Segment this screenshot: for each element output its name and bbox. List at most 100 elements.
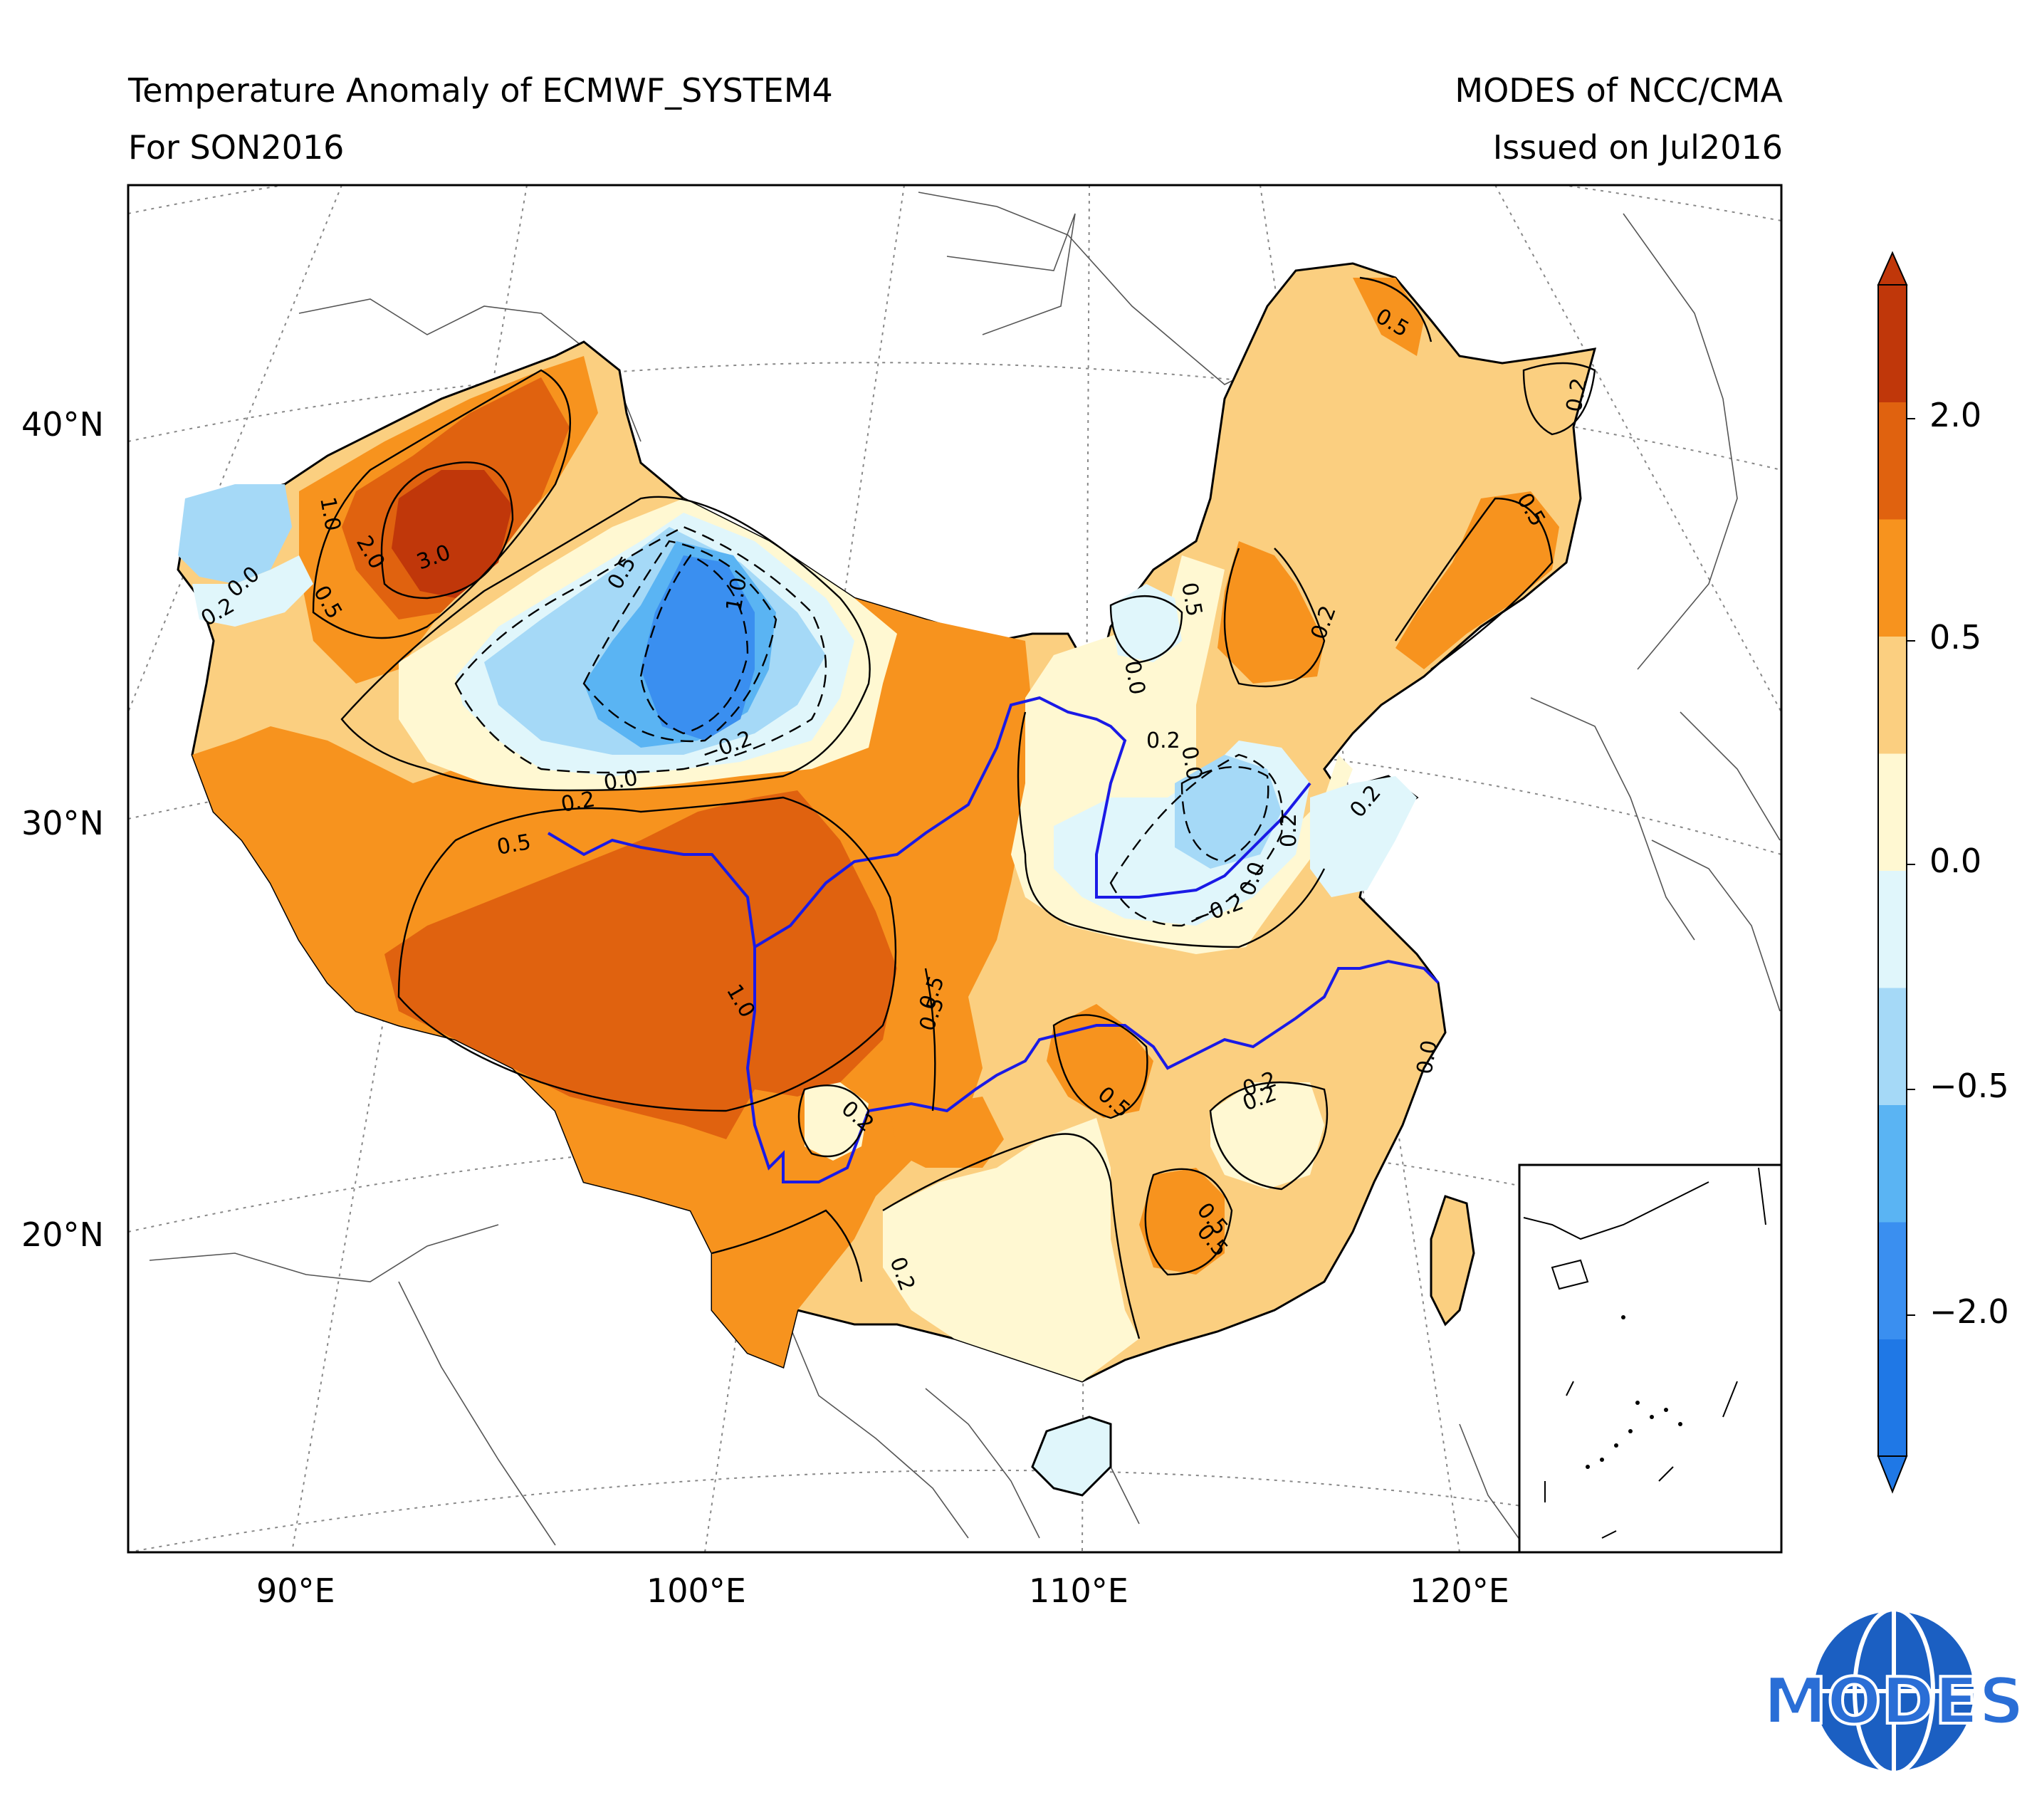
inset-island xyxy=(1628,1429,1633,1433)
shade-guangxi-orange xyxy=(1139,1168,1225,1275)
inset-island xyxy=(1621,1315,1625,1319)
colorbar-frame xyxy=(1877,284,1907,1457)
contour-2-0 xyxy=(312,369,572,639)
contour-neg-0-5-hebei xyxy=(1180,765,1269,863)
colorbar-bottom-arrow xyxy=(1877,1455,1908,1494)
shade-west-cold-blue-4 xyxy=(641,555,755,741)
shade-shandong-pale xyxy=(1310,776,1417,897)
shade-ne-orange xyxy=(1217,541,1324,684)
contour-neg-1-0-west xyxy=(639,554,749,735)
shade-far-west-pale xyxy=(192,555,313,627)
contour-label: 0.2 xyxy=(1277,813,1301,847)
colorbar-label-neg-0-5: −0.5 xyxy=(1929,1067,2009,1105)
colorbar-band xyxy=(1878,285,1907,402)
inset-island xyxy=(1664,1408,1668,1412)
colorbar-label-0-5: 0.5 xyxy=(1929,618,1982,657)
yangtze-river xyxy=(745,947,1440,1183)
map-title: Temperature Anomaly of ECMWF_SYSTEM4 xyxy=(128,71,833,110)
lon-label-100e: 100°E xyxy=(646,1571,746,1610)
colorbar-band xyxy=(1878,1339,1907,1457)
contour-0-2-south xyxy=(882,1133,1141,1339)
modes-logo: MODES xyxy=(1761,1607,2026,1775)
contour-0-5-chongqing xyxy=(924,968,936,1112)
inset-coastline xyxy=(1523,1181,1709,1240)
lon-label-90e: 90°E xyxy=(256,1571,335,1610)
lat-label-20n: 20°N xyxy=(21,1215,104,1254)
graticule-lon-80e xyxy=(128,185,342,713)
contour-label: 0.0 xyxy=(1412,1038,1442,1076)
colorbar xyxy=(1877,251,1915,1494)
contour-0-5-ne xyxy=(1223,548,1326,688)
shade-ne-east xyxy=(1395,491,1559,669)
contour-0-2-jiangxi xyxy=(1209,1081,1329,1191)
shade-hebei-cold-blue xyxy=(1175,755,1282,869)
contour-neg-0-5-west xyxy=(582,540,777,743)
contour-label: 0.5 xyxy=(1176,580,1207,618)
shade-guizhou-orange xyxy=(890,1097,1004,1168)
border-japan-sea xyxy=(1680,711,1781,841)
shade-sichuan-pale xyxy=(805,1082,869,1161)
colorbar-band xyxy=(1878,870,1907,988)
border-korea xyxy=(1530,697,1695,941)
contour-label: 0.0 xyxy=(1119,659,1150,696)
contour-lines xyxy=(312,276,1596,1339)
contour-lines-negative xyxy=(454,525,1284,927)
contour-3-0 xyxy=(380,461,514,600)
hainan-island xyxy=(1031,1416,1112,1497)
inset-dash-2 xyxy=(1658,1466,1674,1482)
inset-islands xyxy=(1586,1315,1682,1469)
inset-island xyxy=(1600,1458,1604,1462)
contour-label: 0.0 xyxy=(1176,744,1207,782)
inset-island xyxy=(1678,1422,1682,1426)
lon-label-120e: 120°E xyxy=(1410,1571,1509,1610)
inset-island xyxy=(1586,1465,1590,1469)
shade-south-pale xyxy=(883,1118,1139,1381)
inset-dash-5 xyxy=(1601,1530,1617,1539)
colorbar-top-arrow xyxy=(1877,251,1908,286)
border-india-east xyxy=(398,1281,556,1546)
lon-label-110e: 110°E xyxy=(1029,1571,1128,1610)
map-issue-date: Issued on Jul2016 xyxy=(1492,128,1783,167)
contour-neg-0-2-west xyxy=(454,525,827,774)
shade-xinjiang-max xyxy=(392,470,513,598)
inset-taiwan xyxy=(1758,1167,1766,1225)
border-myanmar xyxy=(782,1309,969,1539)
colorbar-band xyxy=(1878,988,1907,1105)
contour-label: 0.2 xyxy=(559,787,597,817)
colorbar-band xyxy=(1878,519,1907,637)
inset-island xyxy=(1614,1443,1618,1448)
inset-south-china-sea xyxy=(1518,1163,1783,1554)
contour-0-5-hunan xyxy=(1052,1014,1148,1119)
contour-label: 0.5 xyxy=(495,830,533,860)
map-subtitle-season: For SON2016 xyxy=(128,128,345,167)
logo-text: MODES xyxy=(1763,1664,2024,1739)
contour-0-2-sichuan xyxy=(797,1084,870,1158)
colorbar-band xyxy=(1878,402,1907,520)
contour-0-0-nm xyxy=(1109,595,1183,664)
border-india xyxy=(149,1224,499,1282)
contour-neg-0-2-hebei xyxy=(1109,753,1284,927)
graticule-lon-130e xyxy=(1494,185,1781,713)
colorbar-band xyxy=(1878,1222,1907,1339)
shade-far-west-blue xyxy=(178,484,292,584)
contour-label: 0.2 xyxy=(1561,376,1592,414)
contour-0-5-ne-east xyxy=(1395,497,1554,670)
contour-0-2-central xyxy=(1017,711,1326,948)
lake-baikal xyxy=(946,213,1076,335)
colorbar-band xyxy=(1878,1104,1907,1223)
map-source: MODES of NCC/CMA xyxy=(1455,71,1783,110)
colorbar-band xyxy=(1878,753,1907,871)
inset-dash-1 xyxy=(1722,1381,1738,1418)
map-frame xyxy=(127,184,1783,1554)
contour-1-0-tibet xyxy=(397,796,897,1112)
colorbar-label-2-0: 2.0 xyxy=(1929,396,1982,434)
inset-island xyxy=(1635,1401,1640,1405)
colorbar-bands xyxy=(1878,285,1907,1457)
lat-label-30n: 30°N xyxy=(21,804,104,842)
inset-hainan xyxy=(1551,1259,1589,1290)
taiwan-island xyxy=(1430,1195,1475,1327)
border-japan xyxy=(1651,840,1781,1012)
colorbar-band xyxy=(1878,636,1907,754)
yellow-river xyxy=(547,696,1311,950)
